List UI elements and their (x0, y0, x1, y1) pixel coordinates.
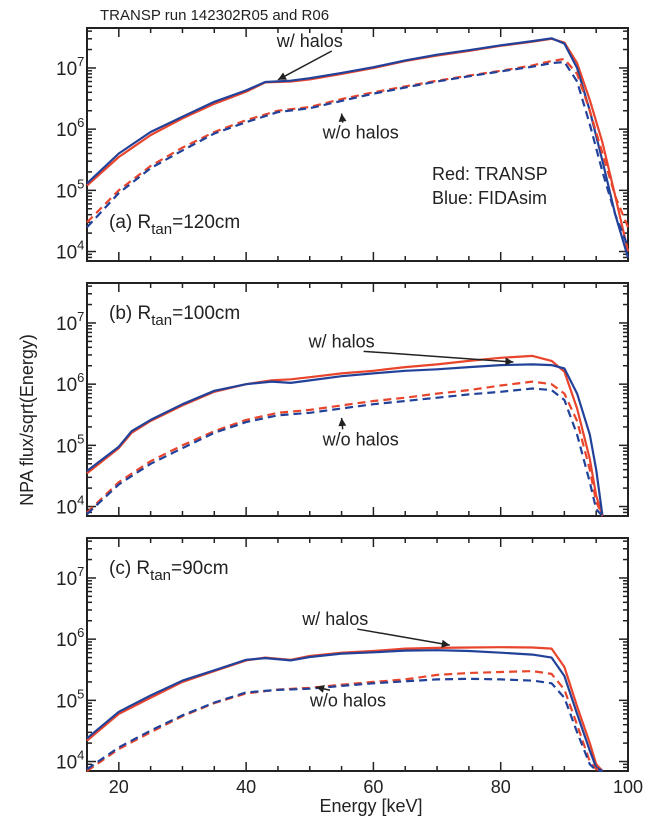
y-tick-label: 104 (56, 493, 84, 519)
annotation-arrow-line (277, 50, 333, 81)
x-tick-label: 100 (613, 777, 643, 797)
y-tick-label: 104 (56, 748, 84, 774)
figure-title: TRANSP run 142302R05 and R06 (100, 7, 329, 24)
y-tick-label: 106 (56, 115, 84, 141)
plot-frame (86, 27, 629, 262)
x-tick-label: 40 (236, 777, 256, 797)
annotation-arrow-head (505, 357, 514, 366)
panel-3: 20 40 60 80 100 104 105 106 107 (c) Rtan=90cm w/ h… (56, 537, 643, 797)
annotation-arrow-line (363, 350, 514, 363)
annotation-arrow-head (338, 113, 347, 122)
annotation-label: w/o halos (309, 690, 386, 710)
annotation-label: w/ halos (308, 331, 375, 351)
x-axis-label: Energy [keV] (319, 796, 422, 816)
annotation-label: w/ halos (301, 609, 368, 629)
plot-frame (86, 537, 629, 772)
panel-label: (b) Rtan=100cm (109, 303, 240, 329)
y-tick-label: 107 (56, 54, 84, 80)
annotation-label: w/o halos (322, 429, 399, 449)
y-tick-label: 104 (56, 238, 84, 264)
annotation-arrow-head (338, 418, 347, 427)
panel-2: 104 105 106 107 (b) Rtan=100cm w/ halos w/o ha… (56, 282, 629, 519)
legend-transp: Red: TRANSP (432, 164, 548, 184)
y-tick-label: 105 (56, 686, 84, 712)
annotation-arrow-head (441, 639, 450, 648)
panel-label: (c) Rtan=90cm (109, 558, 229, 584)
annotation-arrow-head (277, 72, 287, 80)
annotation-label: w/o halos (322, 123, 399, 143)
x-tick-label: 80 (491, 777, 511, 797)
y-tick-label: 105 (56, 431, 84, 457)
x-tick-label: 20 (109, 777, 129, 797)
panels: 104 105 106 107 (a) Rtan=120cm w/ halos w/o ha… (56, 27, 643, 797)
annotation-label: w/ halos (276, 31, 343, 51)
transp-without-halos-line (86, 57, 630, 228)
annotation-arrow-head (316, 685, 325, 693)
fidasim-without-halos-line (86, 387, 604, 517)
fidasim-without-halos-line (86, 677, 603, 773)
x-tick-label: 60 (363, 777, 383, 797)
fidasim-with-halos-line (86, 363, 604, 517)
fidasim-with-halos-line (86, 37, 630, 258)
fidasim-without-halos-line (86, 60, 630, 248)
y-tick-label: 107 (56, 309, 84, 335)
fidasim-with-halos-line (86, 649, 604, 772)
y-axis-label: NPA flux/sqrt(Energy) (17, 334, 37, 506)
plot-frame (86, 282, 629, 517)
y-tick-label: 106 (56, 625, 84, 651)
panel-label: (a) Rtan=120cm (109, 212, 240, 238)
panel-1: 104 105 106 107 (a) Rtan=120cm w/ halos w/o ha… (56, 27, 630, 264)
annotation-arrow-line (357, 628, 450, 646)
y-tick-label: 105 (56, 176, 84, 202)
y-tick-label: 107 (56, 564, 84, 590)
y-tick-label: 106 (56, 370, 84, 396)
legend-fidasim: Blue: FIDAsim (432, 188, 547, 208)
